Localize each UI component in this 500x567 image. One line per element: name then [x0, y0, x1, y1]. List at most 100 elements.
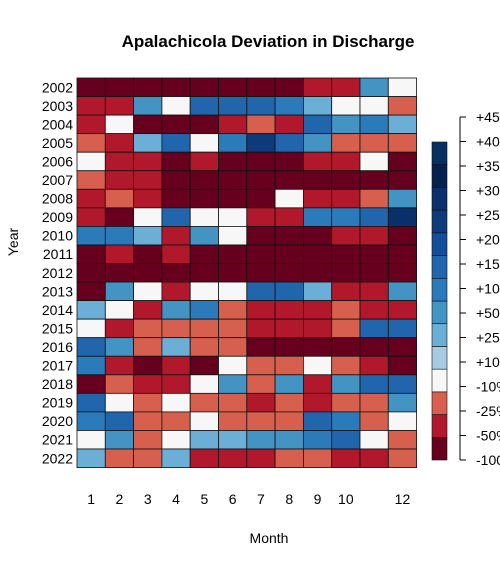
heatmap-cell	[189, 207, 219, 227]
legend-label: +350%	[476, 158, 500, 174]
legend-swatch	[431, 436, 448, 461]
y-tick-label: 2022	[42, 450, 73, 466]
heatmap-cell	[274, 374, 304, 394]
legend-label: +250%	[476, 207, 500, 223]
heatmap-cell	[274, 114, 304, 135]
heatmap-cell	[76, 392, 106, 413]
heatmap-cell	[76, 225, 106, 246]
heatmap-cell	[76, 281, 106, 301]
heatmap-cell	[331, 244, 361, 264]
y-tick-label: 2017	[42, 358, 73, 374]
heatmap-cell	[189, 300, 219, 320]
heatmap-cell	[274, 133, 304, 153]
heatmap-cell	[104, 151, 135, 172]
heatmap-cell	[387, 77, 417, 97]
heatmap-cell	[246, 392, 276, 413]
heatmap-cell	[246, 430, 276, 450]
heatmap-cell	[387, 448, 417, 468]
heatmap-cell	[302, 96, 333, 116]
y-tick-label: 2005	[42, 135, 73, 151]
heatmap-cell	[331, 170, 361, 190]
heatmap-cell	[387, 188, 417, 209]
heatmap-cell	[104, 430, 135, 450]
heatmap-cell	[133, 114, 163, 135]
heatmap-cell	[331, 77, 361, 97]
heatmap-cell	[359, 244, 389, 264]
heatmap-cell	[189, 281, 219, 301]
heatmap-cell	[387, 114, 417, 135]
heatmap-cell	[331, 374, 361, 394]
heatmap-cell	[133, 225, 163, 246]
legend-label: -10%	[476, 379, 500, 395]
heatmap-cell	[104, 411, 135, 431]
legend-label: +25%	[476, 330, 500, 346]
heatmap-cell	[104, 300, 135, 320]
heatmap-cell	[218, 225, 248, 246]
heatmap-cell	[76, 448, 106, 468]
y-tick-label: 2020	[42, 413, 73, 429]
heatmap-cell	[218, 281, 248, 301]
heatmap-cell	[246, 96, 276, 116]
heatmap-cell	[104, 355, 135, 376]
heatmap-cell	[76, 114, 106, 135]
heatmap-cell	[274, 77, 304, 97]
heatmap-cell	[387, 151, 417, 172]
y-tick-label: 2015	[42, 320, 73, 336]
legend-swatch	[431, 414, 448, 438]
heatmap-cell	[133, 96, 163, 116]
heatmap-cell	[76, 374, 106, 394]
heatmap-cell	[387, 281, 417, 301]
heatmap-cell	[161, 170, 191, 190]
heatmap-cell	[104, 374, 135, 394]
heatmap-cell	[274, 448, 304, 468]
heatmap-cell	[331, 263, 361, 283]
heatmap-cell	[302, 300, 333, 320]
heatmap-cell	[387, 430, 417, 450]
y-tick-label: 2021	[42, 432, 73, 448]
x-tick-label: 3	[144, 491, 152, 507]
heatmap-cell	[331, 355, 361, 376]
heatmap-cell	[331, 392, 361, 413]
heatmap-cell	[161, 392, 191, 413]
heatmap-cell	[246, 244, 276, 264]
heatmap-cell	[218, 207, 248, 227]
heatmap-cell	[274, 96, 304, 116]
heatmap-cell	[133, 170, 163, 190]
heatmap-cell	[359, 170, 389, 190]
heatmap-cell	[104, 96, 135, 116]
legend-swatch	[431, 391, 448, 415]
heatmap-cell	[302, 244, 333, 264]
heatmap-cell	[189, 411, 219, 431]
heatmap-cell	[359, 96, 389, 116]
heatmap-cell	[189, 263, 219, 283]
heatmap-cell	[189, 225, 219, 246]
heatmap-cell	[133, 411, 163, 431]
heatmap-cell	[274, 207, 304, 227]
heatmap-cell	[76, 300, 106, 320]
heatmap-cell	[76, 355, 106, 376]
heatmap-cell	[133, 318, 163, 339]
heatmap-cell	[359, 151, 389, 172]
legend-label: +50%	[476, 305, 500, 321]
heatmap-cell	[218, 244, 248, 264]
heatmap-cell	[302, 170, 333, 190]
heatmap-cell	[302, 225, 333, 246]
y-tick-label: 2004	[42, 116, 73, 132]
x-tick-label: 1	[87, 491, 95, 507]
heatmap-cell	[359, 374, 389, 394]
legend-swatch	[431, 346, 448, 370]
heatmap-cell	[359, 114, 389, 135]
heatmap-cell	[104, 114, 135, 135]
heatmap-cell	[302, 207, 333, 227]
heatmap-cell	[274, 355, 304, 376]
heatmap-cell	[189, 448, 219, 468]
heatmap-cell	[189, 96, 219, 116]
heatmap-cell	[133, 188, 163, 209]
heatmap-cell	[331, 430, 361, 450]
heatmap-cell	[76, 133, 106, 153]
y-tick-label: 2009	[42, 209, 73, 225]
heatmap-cell	[218, 77, 248, 97]
heatmap-cell	[302, 411, 333, 431]
legend-swatch	[431, 164, 448, 188]
x-tick-label: 5	[200, 491, 208, 507]
